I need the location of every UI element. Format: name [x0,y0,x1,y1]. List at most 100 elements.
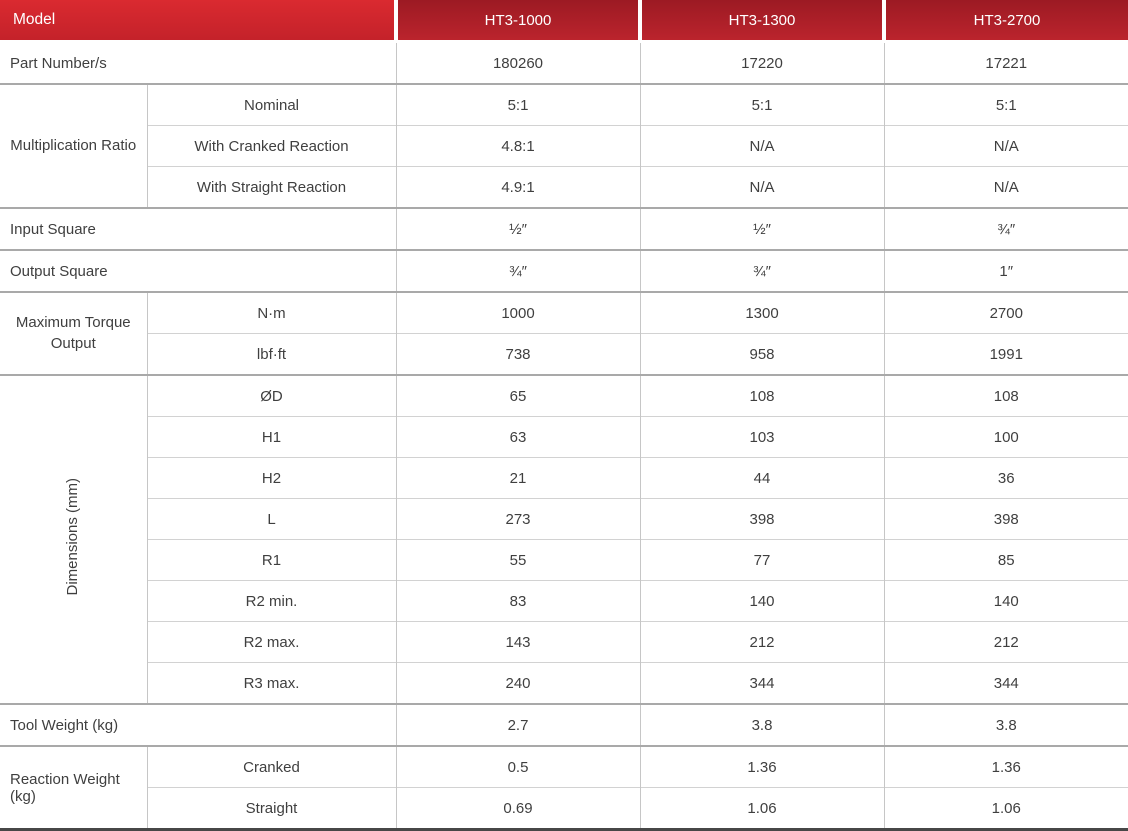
value-cell: 83 [395,580,640,622]
row-group-label-max-torque: Maximum Torque Output [0,291,147,375]
value-cell: 398 [639,498,884,540]
value-cell: 5:1 [639,83,884,126]
table-row-ratio-nominal: Multiplication Ratio Nominal 5:1 5:1 5:1 [0,83,1128,208]
value-cell: 5:1 [395,83,640,126]
value-cell: 108 [639,374,884,417]
value-cell: 85 [883,539,1128,581]
row-label: Input Square [0,207,396,250]
value-cell: N/A [883,125,1128,167]
value-cell: 77 [639,539,884,581]
sub-label: lbf·ft [146,333,396,375]
table-row-torque-lbfft: lbf·ft 738 958 1991 [0,333,1128,375]
value-cell: N/A [639,125,884,167]
value-cell: 3.8 [883,703,1128,746]
value-cell: ¾″ [639,249,884,292]
sub-label: H2 [146,457,396,499]
value-cell: ½″ [395,207,640,250]
value-cell: 1″ [883,249,1128,292]
table-row-input-square: Input Square ½″ ½″ ¾″ [0,207,1128,250]
value-cell: 21 [395,457,640,499]
table-row-torque-nm: Maximum Torque Output N·m 1000 1300 2700 [0,291,1128,375]
sub-label: R1 [146,539,396,581]
value-cell: 5:1 [883,83,1128,126]
sub-label: Cranked [146,745,396,788]
value-cell: 1991 [883,333,1128,375]
sub-label: ØD [146,374,396,417]
table-row-tool-weight: Tool Weight (kg) 2.7 3.8 3.8 [0,703,1128,746]
table-row-dim-r2min: R2 min. 83 140 140 [0,580,1128,622]
value-cell: 44 [639,457,884,499]
row-group-label-reaction-weight: Reaction Weight (kg) [0,745,147,831]
value-cell: 273 [395,498,640,540]
value-cell: 1300 [639,291,884,334]
table-row-dim-r3max: R3 max. 240 344 344 [0,662,1128,704]
value-cell: 36 [883,457,1128,499]
row-label: Output Square [0,249,396,292]
value-cell: 398 [883,498,1128,540]
table-row-dim-h1: H1 63 103 100 [0,416,1128,458]
value-cell: 143 [395,621,640,663]
value-cell: 4.8:1 [395,125,640,167]
value-cell: 240 [395,662,640,704]
value-cell: 344 [883,662,1128,704]
value-cell: 1.36 [639,745,884,788]
sub-label: N·m [146,291,396,334]
value-cell: 65 [395,374,640,417]
table-row-reaction-straight: Straight 0.69 1.06 1.06 [0,787,1128,831]
value-cell: 140 [639,580,884,622]
value-cell: 4.9:1 [395,166,640,208]
sub-label: Nominal [146,83,396,126]
value-cell: 108 [883,374,1128,417]
column-header-ht3-1000: HT3-1000 [394,0,640,43]
value-cell: 212 [639,621,884,663]
value-cell: ¾″ [883,207,1128,250]
value-cell: 2700 [883,291,1128,334]
value-cell: 3.8 [639,703,884,746]
value-cell: 212 [883,621,1128,663]
table-row-dim-h2: H2 21 44 36 [0,457,1128,499]
table-row-part-number: Part Number/s 180260 17220 17221 [0,41,1128,84]
table-row-dim-r2max: R2 max. 143 212 212 [0,621,1128,663]
row-label: Tool Weight (kg) [0,703,396,746]
value-cell: 0.5 [395,745,640,788]
sub-label: With Straight Reaction [146,166,396,208]
value-cell: 140 [883,580,1128,622]
table-row-dim-r1: R1 55 77 85 [0,539,1128,581]
value-cell: ¾″ [395,249,640,292]
value-cell: 738 [395,333,640,375]
value-cell: 180260 [395,41,640,84]
dimensions-rotated-label: Dimensions (mm) [64,477,82,596]
row-label: Part Number/s [10,54,107,72]
column-header-ht3-2700: HT3-2700 [882,0,1128,43]
sub-label: R2 min. [146,580,396,622]
value-cell: N/A [883,166,1128,208]
value-cell: 2.7 [395,703,640,746]
value-cell: 1000 [395,291,640,334]
table-row-ratio-straight: With Straight Reaction 4.9:1 N/A N/A [0,166,1128,208]
value-cell: 17221 [883,41,1128,84]
column-header-ht3-1300: HT3-1300 [638,0,884,43]
table-row-output-square: Output Square ¾″ ¾″ 1″ [0,249,1128,292]
table-row-dim-l: L 273 398 398 [0,498,1128,540]
value-cell: 55 [395,539,640,581]
row-group-label-dimensions: Dimensions (mm) [0,374,147,704]
table-row-reaction-cranked: Reaction Weight (kg) Cranked 0.5 1.36 1.… [0,745,1128,831]
value-cell: 1.06 [883,787,1128,831]
table-header-row: Model HT3-1000 HT3-1300 HT3-2700 [0,0,1128,43]
value-cell: 0.69 [395,787,640,831]
sub-label: Straight [146,787,396,831]
row-group-label-multiplication-ratio: Multiplication Ratio [0,83,147,208]
table-row-dim-od: Dimensions (mm) ØD 65 108 108 [0,374,1128,704]
value-cell: 344 [639,662,884,704]
sub-label: H1 [146,416,396,458]
value-cell: 63 [395,416,640,458]
model-header-cell: Model [0,0,396,43]
value-cell: 1.06 [639,787,884,831]
sub-label: R3 max. [146,662,396,704]
value-cell: 1.36 [883,745,1128,788]
value-cell: 17220 [639,41,884,84]
sub-label: With Cranked Reaction [146,125,396,167]
value-cell: 100 [883,416,1128,458]
value-cell: ½″ [639,207,884,250]
